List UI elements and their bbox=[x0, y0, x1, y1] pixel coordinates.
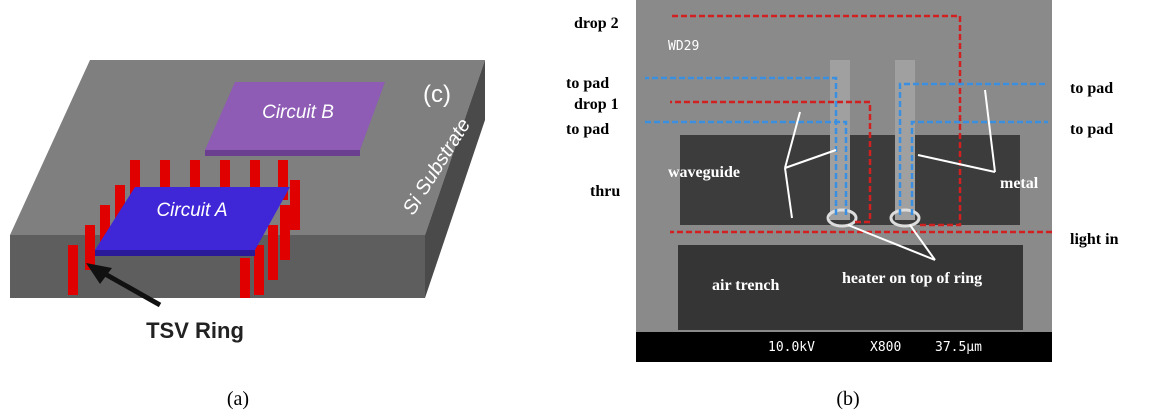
voltage: 10.0kV bbox=[768, 340, 815, 355]
label: to pad bbox=[1070, 121, 1113, 138]
label: to pad bbox=[566, 75, 609, 92]
panel-b: 10.0kV X800 37.5µm WD29 drop 2 to pad dr… bbox=[566, 0, 1119, 410]
label: to pad bbox=[1070, 80, 1113, 97]
panel-a: Circuit B (c) Circuit A Si Substrate TSV… bbox=[10, 60, 485, 410]
chip-id: WD29 bbox=[668, 39, 699, 54]
figure: Circuit B (c) Circuit A Si Substrate TSV… bbox=[0, 0, 1157, 418]
caption-a: (a) bbox=[227, 388, 249, 410]
scale-length: 37.5µm bbox=[935, 340, 982, 355]
label: metal bbox=[1000, 175, 1039, 192]
label: thru bbox=[590, 183, 620, 200]
circuit-b-edge bbox=[205, 150, 360, 156]
label: drop 2 bbox=[574, 15, 619, 32]
scale-strip bbox=[636, 332, 1052, 362]
label: heater on top of ring bbox=[842, 270, 982, 287]
label: light in bbox=[1070, 231, 1119, 248]
circuit-b-label: Circuit B bbox=[262, 102, 334, 123]
caption-b: (b) bbox=[836, 388, 859, 410]
circuit-a-label: Circuit A bbox=[156, 200, 227, 221]
tsv-label: TSV Ring bbox=[146, 318, 244, 343]
label: waveguide bbox=[668, 164, 740, 181]
label: drop 1 bbox=[574, 96, 619, 113]
label: air trench bbox=[712, 277, 780, 294]
magnification: X800 bbox=[870, 340, 901, 355]
label: to pad bbox=[566, 121, 609, 138]
panel-tag: (c) bbox=[423, 81, 451, 108]
circuit-a-edge bbox=[95, 250, 255, 256]
